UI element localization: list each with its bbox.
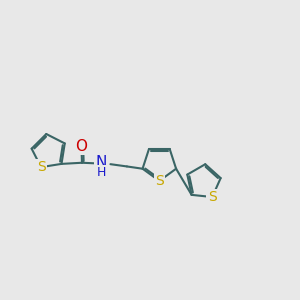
Text: S: S (208, 190, 217, 204)
Text: S: S (37, 160, 45, 174)
Text: H: H (97, 167, 106, 179)
Text: N: N (96, 155, 107, 170)
Text: S: S (155, 174, 164, 188)
Text: O: O (75, 139, 87, 154)
